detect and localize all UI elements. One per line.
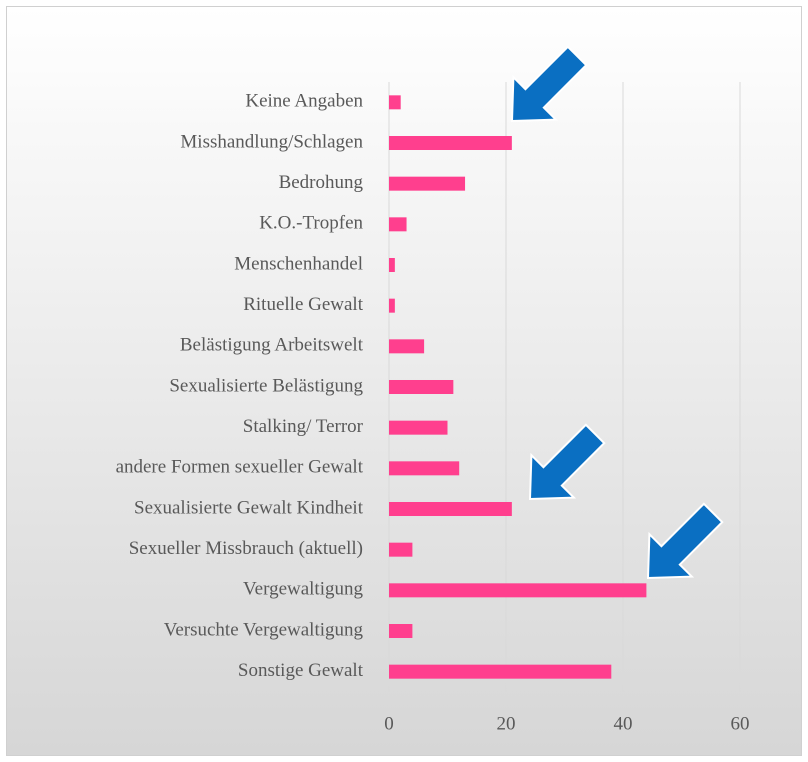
y-tick-label: Sexueller Missbrauch (aktuell) [129, 538, 363, 559]
bar [389, 95, 401, 110]
annotation-arrows [510, 45, 724, 580]
y-tick-label: Rituelle Gewalt [243, 294, 363, 315]
y-tick-label: Sonstige Gewalt [238, 660, 364, 681]
bar [389, 136, 512, 150]
y-tick-label: Stalking/ Terror [243, 416, 364, 437]
bar [389, 502, 512, 516]
y-tick-label: Misshandlung/Schlagen [180, 131, 363, 152]
bar [389, 339, 425, 354]
arrow [528, 423, 606, 501]
bar [389, 380, 454, 394]
y-tick-label: Sexualisierte Gewalt Kindheit [134, 497, 364, 518]
y-tick-label: Sexualisierte Belästigung [169, 375, 363, 396]
y-tick-label: K.O.-Tropfen [259, 213, 363, 234]
x-tick-label: 0 [384, 713, 394, 734]
y-tick-label: Bedrohung [279, 172, 364, 193]
x-tick-label: 20 [497, 713, 516, 734]
bar [389, 461, 460, 476]
bar [389, 176, 466, 191]
y-tick-label: Vergewaltigung [243, 579, 363, 600]
bar [389, 258, 395, 272]
bar [389, 583, 647, 598]
y-tick-label: Keine Angaben [245, 91, 363, 112]
y-tick-label: Menschenhandel [234, 253, 363, 274]
bar [389, 298, 395, 313]
x-tick-label: 60 [731, 713, 750, 734]
y-tick-label: andere Formen sexueller Gewalt [116, 457, 364, 478]
bar [389, 664, 612, 679]
bar [389, 542, 413, 557]
plot-area: 0 20 40 60 Keine Angaben Misshandlung/Schlage… [116, 82, 750, 734]
bar [389, 420, 448, 435]
bar [389, 217, 407, 232]
arrow [646, 502, 724, 580]
y-tick-label: Versuchte Vergewaltigung [164, 619, 364, 640]
x-tick-label: 40 [614, 713, 633, 734]
y-tick-label: Belästigung Arbeitswelt [180, 335, 364, 356]
arrow [510, 45, 588, 123]
bar [389, 624, 413, 638]
